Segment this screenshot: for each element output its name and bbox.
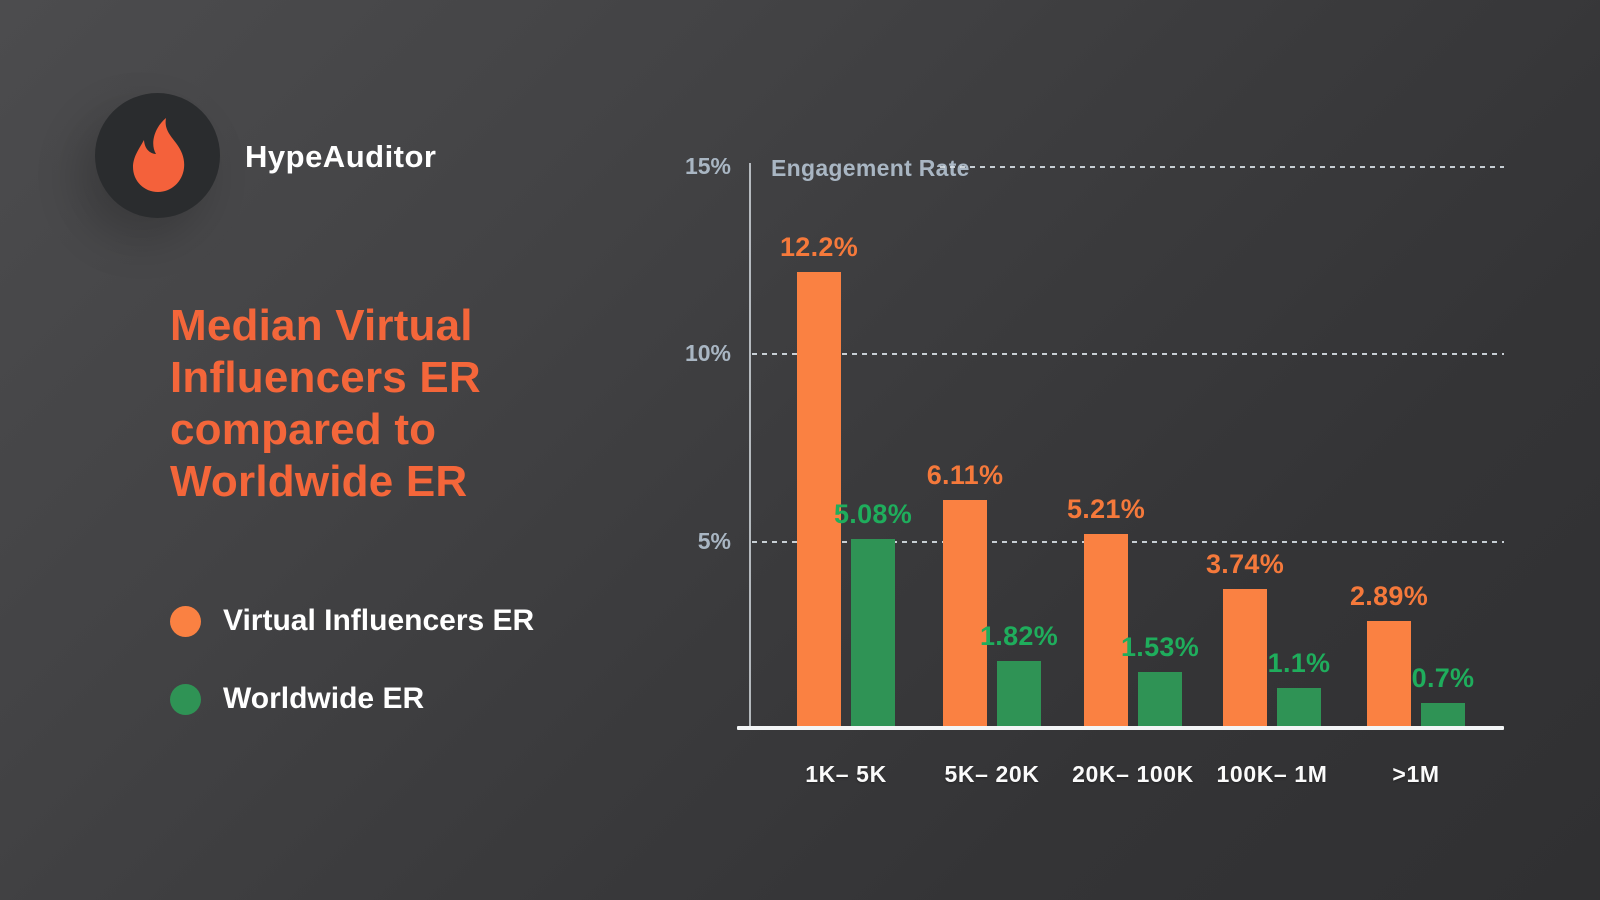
value-label-virtual-influencers-er-1k-5k: 12.2% <box>779 232 859 262</box>
x-category-1k-5k: 1K– 5K <box>805 761 887 787</box>
y-tick-15: 15% <box>684 153 731 179</box>
x-category-100k-1m: 100K– 1M <box>1216 761 1328 787</box>
bar-virtual-influencers-er-5k-20k <box>943 500 987 729</box>
value-label-virtual-influencers-er-1m: 2.89% <box>1349 581 1429 611</box>
brand-logo <box>95 93 220 218</box>
plot-area: 12.2% 5.08% 6.11% 1.82% 5.21% 1.53% 3.74% 1.1% 2… <box>752 167 1504 729</box>
value-label-worldwide-er-20k-100k: 1.53% <box>1120 632 1200 662</box>
bar-worldwide-er-100k-1m <box>1277 688 1321 729</box>
bar-worldwide-er-1m <box>1421 703 1465 729</box>
y-tick-10: 10% <box>684 340 731 367</box>
bar-virtual-influencers-er-1m <box>1367 621 1411 729</box>
brand-name: HypeAuditor <box>245 139 437 174</box>
bar-worldwide-er-5k-20k <box>997 661 1041 729</box>
legend-label: Virtual Influencers ER <box>223 604 535 637</box>
page-title: Median Virtual Influencers ER compared t… <box>170 301 481 506</box>
value-label-virtual-influencers-er-20k-100k: 5.21% <box>1066 494 1146 524</box>
value-label-virtual-influencers-er-100k-1m: 3.74% <box>1205 549 1285 579</box>
bar-virtual-influencers-er-1k-5k <box>797 272 841 729</box>
gridline-15 <box>940 166 1504 168</box>
legend-item-virtual-influencers-er: Virtual Influencers ER <box>170 604 534 638</box>
value-label-worldwide-er-1k-5k: 5.08% <box>833 499 913 529</box>
value-label-virtual-influencers-er-5k-20k: 6.11% <box>926 460 1004 490</box>
y-axis-line <box>749 163 751 729</box>
bar-worldwide-er-20k-100k <box>1138 672 1182 729</box>
value-label-worldwide-er-5k-20k: 1.82% <box>979 621 1059 651</box>
gridline-5 <box>752 540 1504 543</box>
value-label-worldwide-er-1m: 0.7% <box>1411 663 1475 693</box>
x-category-20k-100k: 20K– 100K <box>1072 761 1194 787</box>
x-category-5k-20k: 5K– 20K <box>944 761 1040 787</box>
value-label-worldwide-er-100k-1m: 1.1% <box>1267 648 1331 678</box>
x-axis-line <box>737 726 1504 730</box>
chart-legend: Virtual Influencers ER Worldwide ER <box>170 604 534 716</box>
green-dot-icon <box>170 683 201 715</box>
bar-virtual-influencers-er-20k-100k <box>1084 534 1128 729</box>
gridline-10 <box>752 353 1504 356</box>
y-axis-title: Engagement Rate <box>771 155 970 181</box>
y-tick-5: 5% <box>697 527 731 554</box>
legend-label: Worldwide ER <box>223 682 425 715</box>
legend-item-worldwide-er: Worldwide ER <box>170 682 534 716</box>
flame-icon <box>132 117 184 192</box>
bar-worldwide-er-1k-5k <box>851 539 895 729</box>
orange-dot-icon <box>170 605 201 637</box>
x-category-1m: >1M <box>1392 761 1440 787</box>
bar-virtual-influencers-er-100k-1m <box>1223 589 1267 729</box>
